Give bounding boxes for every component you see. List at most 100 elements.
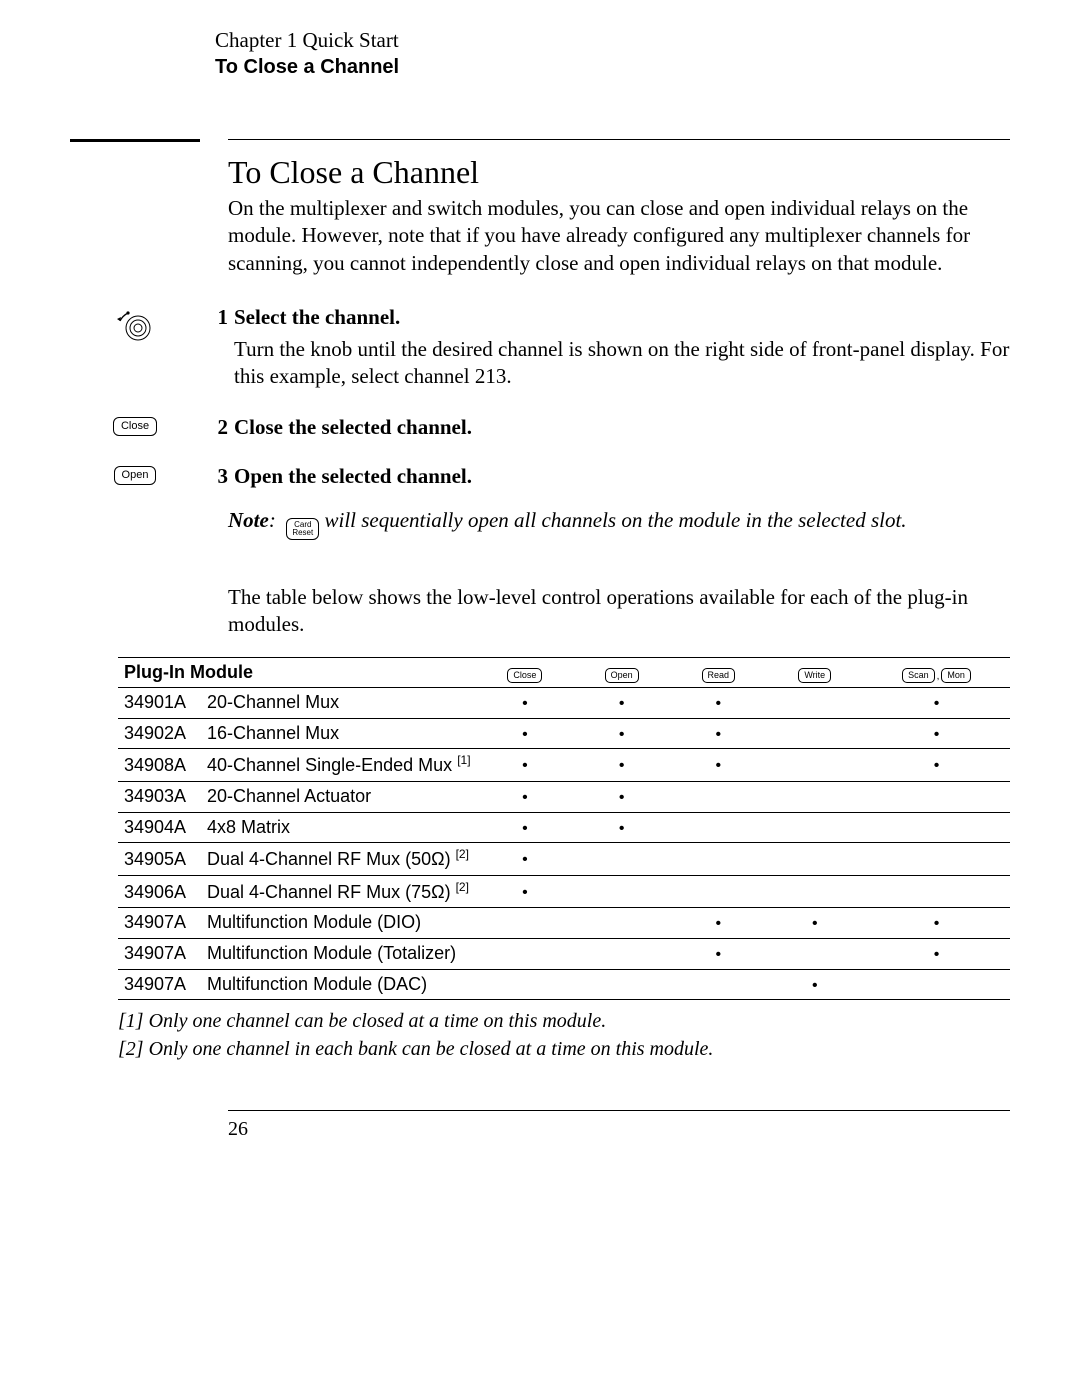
- table-row: 34903A 20-Channel Actuator • •: [118, 782, 1010, 813]
- module-desc: Multifunction Module (Totalizer): [207, 943, 456, 963]
- step-number: 3: [206, 464, 228, 489]
- bottom-rule: [228, 1110, 1010, 1111]
- op-cell: [767, 938, 863, 969]
- supported-dot-icon: •: [715, 695, 721, 712]
- supported-dot-icon: •: [715, 726, 721, 743]
- op-cell: [477, 969, 574, 1000]
- op-cell: •: [670, 718, 767, 749]
- table-row: 34907A Multifunction Module (DIO)•••: [118, 908, 1010, 939]
- op-cell: [573, 843, 670, 876]
- supported-dot-icon: •: [812, 977, 818, 994]
- op-cell: •: [477, 718, 574, 749]
- step-number: 2: [206, 415, 228, 440]
- module-desc: Multifunction Module (DIO): [207, 912, 421, 932]
- write-key-icon: Write: [798, 668, 831, 683]
- operations-table-wrap: Plug-In Module Close Open Read Write Sca…: [118, 657, 1010, 1063]
- op-cell: [573, 875, 670, 908]
- reset-label: Reset: [292, 529, 313, 537]
- module-desc: 20-Channel Actuator: [207, 786, 371, 806]
- op-cell: [767, 875, 863, 908]
- module-cell: 34903A 20-Channel Actuator: [118, 782, 477, 813]
- module-cell: 34906A Dual 4-Channel RF Mux (75Ω) [2]: [118, 875, 477, 908]
- open-key-icon: Open: [605, 668, 639, 683]
- step-title: Close the selected channel.: [234, 415, 1010, 440]
- step-body: Turn the knob until the desired channel …: [234, 336, 1010, 391]
- supported-dot-icon: •: [522, 757, 528, 774]
- table-row: 34905A Dual 4-Channel RF Mux (50Ω) [2]•: [118, 843, 1010, 876]
- op-cell: •: [477, 843, 574, 876]
- op-cell: [863, 782, 1010, 813]
- close-key-icon: Close: [507, 668, 542, 683]
- op-cell: •: [477, 875, 574, 908]
- mon-key-icon: Mon: [941, 668, 971, 683]
- op-cell: [863, 969, 1010, 1000]
- op-cell: [767, 688, 863, 719]
- note-text: will sequentially open all channels on t…: [324, 508, 906, 532]
- op-cell: [573, 969, 670, 1000]
- card-reset-key-icon: Card Reset: [286, 518, 319, 540]
- step-1: 1 Select the channel. Turn the knob unti…: [70, 305, 1010, 391]
- module-desc: 16-Channel Mux: [207, 723, 339, 743]
- supported-dot-icon: •: [934, 757, 940, 774]
- op-cell: •: [573, 812, 670, 843]
- body-area: To Close a Channel On the multiplexer an…: [70, 139, 1010, 305]
- supported-dot-icon: •: [522, 884, 528, 901]
- supported-dot-icon: •: [522, 820, 528, 837]
- module-cell: 34907A Multifunction Module (DAC): [118, 969, 477, 1000]
- table-lead: The table below shows the low-level cont…: [228, 584, 1010, 639]
- op-cell: [477, 908, 574, 939]
- model-number: 34903A: [124, 786, 202, 808]
- supported-dot-icon: •: [522, 726, 528, 743]
- supported-dot-icon: •: [715, 946, 721, 963]
- op-cell: [573, 908, 670, 939]
- table-row: 34907A Multifunction Module (Totalizer)•…: [118, 938, 1010, 969]
- model-number: 34902A: [124, 723, 202, 745]
- page-number: 26: [228, 1119, 1010, 1139]
- supported-dot-icon: •: [934, 695, 940, 712]
- table-row: 34906A Dual 4-Channel RF Mux (75Ω) [2] •: [118, 875, 1010, 908]
- rule-thin: [228, 139, 1010, 140]
- footnote-1: [1] Only one channel can be closed at a …: [118, 1008, 1010, 1034]
- op-cell: [477, 938, 574, 969]
- supported-dot-icon: •: [619, 695, 625, 712]
- op-cell: •: [670, 688, 767, 719]
- op-cell: •: [863, 718, 1010, 749]
- model-number: 34907A: [124, 974, 202, 996]
- op-cell: •: [670, 749, 767, 782]
- step-2: Close 2 Close the selected channel.: [70, 415, 1010, 440]
- step-title: Open the selected channel.: [234, 464, 1010, 489]
- op-cell: •: [767, 908, 863, 939]
- supported-dot-icon: •: [934, 726, 940, 743]
- table-row: 34904A 4x8 Matrix • •: [118, 812, 1010, 843]
- close-key-icon: Close: [113, 417, 157, 436]
- table-header-row: Plug-In Module Close Open Read Write Sca…: [118, 657, 1010, 688]
- supported-dot-icon: •: [934, 915, 940, 932]
- op-cell: •: [767, 969, 863, 1000]
- module-desc: 4x8 Matrix: [207, 817, 290, 837]
- scan-mon-key-icon: Scan , Mon: [902, 668, 971, 683]
- supported-dot-icon: •: [522, 789, 528, 806]
- supported-dot-icon: •: [522, 695, 528, 712]
- table-footnotes: [1] Only one channel can be closed at a …: [118, 1008, 1010, 1062]
- step-3: Open 3 Open the selected channel.: [70, 464, 1010, 489]
- page: Chapter 1 Quick Start To Close a Channel…: [0, 0, 1080, 1397]
- model-number: 34908A: [124, 755, 202, 777]
- supported-dot-icon: •: [934, 946, 940, 963]
- op-cell: [863, 875, 1010, 908]
- supported-dot-icon: •: [619, 789, 625, 806]
- running-header: Chapter 1 Quick Start To Close a Channel: [215, 28, 1010, 79]
- op-cell: •: [573, 688, 670, 719]
- supported-dot-icon: •: [715, 757, 721, 774]
- open-key-icon: Open: [114, 466, 157, 485]
- module-cell: 34905A Dual 4-Channel RF Mux (50Ω) [2]: [118, 843, 477, 876]
- module-cell: 34908A 40-Channel Single-Ended Mux [1]: [118, 749, 477, 782]
- module-cell: 34904A 4x8 Matrix: [118, 812, 477, 843]
- comma: ,: [937, 672, 940, 683]
- footnote-ref: [2]: [456, 847, 469, 861]
- op-cell: [863, 812, 1010, 843]
- op-cell: •: [670, 908, 767, 939]
- op-cell: [767, 843, 863, 876]
- model-number: 34904A: [124, 817, 202, 839]
- op-cell: •: [863, 908, 1010, 939]
- chapter-label: Chapter 1 Quick Start: [215, 28, 1010, 53]
